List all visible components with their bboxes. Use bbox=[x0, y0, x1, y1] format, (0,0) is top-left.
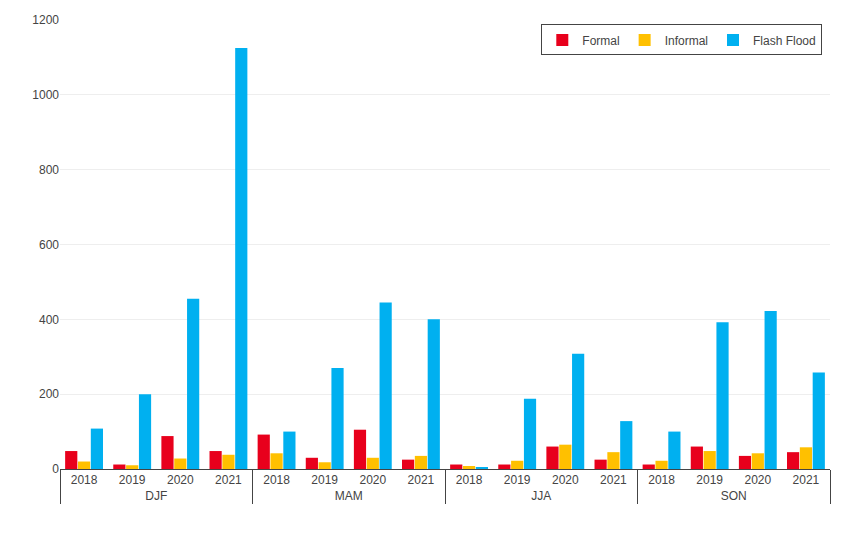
svg-text:2020: 2020 bbox=[552, 473, 579, 487]
svg-text:2021: 2021 bbox=[408, 473, 435, 487]
svg-text:800: 800 bbox=[39, 163, 59, 177]
svg-text:2018: 2018 bbox=[71, 473, 98, 487]
svg-text:600: 600 bbox=[39, 238, 59, 252]
svg-text:Flash Flood: Flash Flood bbox=[753, 34, 816, 48]
svg-text:MAM: MAM bbox=[335, 489, 363, 503]
svg-text:1200: 1200 bbox=[32, 13, 59, 27]
svg-text:Formal: Formal bbox=[582, 34, 619, 48]
svg-text:2021: 2021 bbox=[600, 473, 627, 487]
svg-text:2020: 2020 bbox=[167, 473, 194, 487]
svg-text:2019: 2019 bbox=[311, 473, 338, 487]
svg-text:SON: SON bbox=[721, 489, 747, 503]
svg-text:200: 200 bbox=[39, 387, 59, 401]
svg-text:JJA: JJA bbox=[531, 489, 551, 503]
svg-text:2021: 2021 bbox=[215, 473, 242, 487]
svg-text:2020: 2020 bbox=[359, 473, 386, 487]
svg-text:DJF: DJF bbox=[145, 489, 167, 503]
svg-text:2020: 2020 bbox=[744, 473, 771, 487]
svg-text:2019: 2019 bbox=[696, 473, 723, 487]
svg-text:400: 400 bbox=[39, 313, 59, 327]
svg-text:2018: 2018 bbox=[263, 473, 290, 487]
svg-text:2018: 2018 bbox=[456, 473, 483, 487]
svg-text:0: 0 bbox=[52, 462, 59, 476]
svg-text:2021: 2021 bbox=[793, 473, 820, 487]
svg-text:Informal: Informal bbox=[665, 34, 708, 48]
svg-text:2018: 2018 bbox=[648, 473, 675, 487]
svg-text:2019: 2019 bbox=[119, 473, 146, 487]
svg-text:1000: 1000 bbox=[32, 88, 59, 102]
svg-text:2019: 2019 bbox=[504, 473, 531, 487]
